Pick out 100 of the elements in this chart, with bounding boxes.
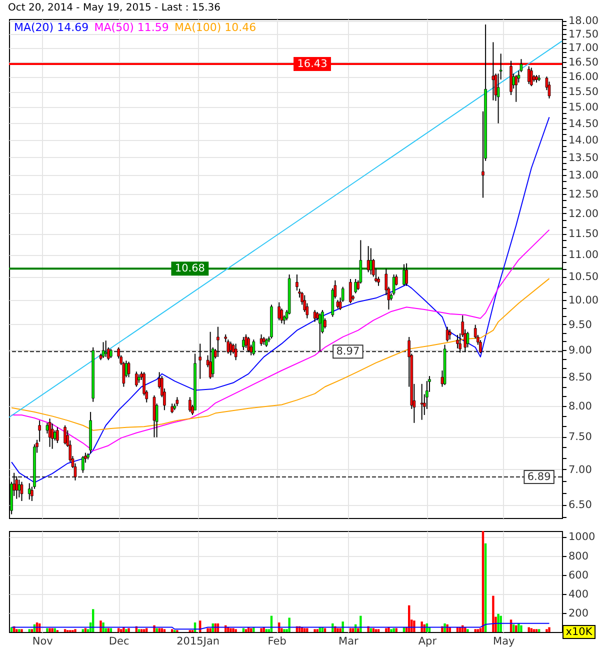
y-tick-label: 10.00	[568, 294, 599, 306]
y-tick-label: 600	[568, 569, 589, 582]
bar	[156, 628, 158, 632]
candlestick	[82, 456, 84, 474]
candlestick	[198, 343, 202, 380]
y-tick-label: 17.00	[568, 42, 599, 54]
candlestick	[20, 481, 24, 502]
y-tick-label: 17.50	[568, 28, 599, 40]
candlestick	[349, 278, 352, 304]
bar	[128, 628, 130, 632]
bar	[492, 596, 494, 632]
text: MA(20) 14.69	[14, 21, 89, 34]
candlestick	[208, 331, 212, 380]
x-tick-label: May	[493, 636, 515, 648]
y-tick-label: 18.00	[568, 15, 599, 28]
candlestick	[514, 74, 518, 102]
y-tick-label: 14.50	[568, 118, 599, 130]
y-tick-label: 7.50	[568, 431, 592, 444]
bar	[339, 628, 342, 632]
x-tick-label: Dec	[108, 636, 130, 648]
candlestick	[152, 394, 156, 438]
line-series	[11, 116, 550, 484]
bar	[230, 628, 232, 632]
bar	[528, 627, 530, 632]
y-tick-label: 13.50	[568, 152, 599, 164]
candlestick	[405, 262, 408, 286]
bar	[316, 629, 318, 632]
bar	[46, 628, 48, 632]
bar	[538, 629, 540, 632]
bar	[532, 629, 536, 632]
bar	[304, 628, 306, 632]
y-tick-label: 16.50	[568, 56, 599, 68]
bar	[142, 629, 146, 632]
bar	[518, 623, 520, 632]
bar	[160, 628, 164, 632]
candlestick	[278, 302, 281, 321]
candlestick	[229, 341, 232, 356]
bar	[117, 628, 120, 632]
text: MA(50) 11.59	[94, 21, 169, 34]
y-tick-label: 9.50	[568, 318, 592, 331]
bar	[374, 629, 378, 632]
candlestick	[252, 339, 256, 356]
bar	[476, 629, 480, 632]
bar	[232, 628, 234, 632]
annotation: 16.43	[297, 58, 328, 70]
bar	[484, 543, 487, 632]
bar	[100, 620, 102, 632]
candlestick	[216, 326, 220, 358]
bar	[306, 628, 308, 632]
bar	[420, 622, 423, 632]
candlestick	[466, 331, 470, 348]
candlestick	[492, 42, 495, 101]
bar	[512, 624, 515, 632]
y-tick-label: 8.50	[568, 372, 592, 384]
candlestick	[313, 310, 316, 322]
y-tick-label: 7.00	[568, 464, 592, 476]
bar	[324, 628, 326, 632]
bar	[16, 629, 18, 632]
y-tick-label: 200	[568, 607, 589, 620]
candlestick	[354, 278, 357, 294]
bar	[546, 629, 548, 632]
bar	[260, 628, 262, 632]
candlestick	[46, 422, 49, 434]
chart-title: Oct 20, 2014 - May 19, 2015 - Last : 15.36	[8, 2, 220, 14]
text: MA(100) 10.46	[174, 21, 256, 34]
bar	[250, 628, 252, 632]
candlestick	[234, 343, 238, 361]
bar	[342, 622, 344, 632]
bar	[283, 629, 286, 632]
bar	[466, 629, 469, 632]
y-tick-label: 13.00	[568, 170, 599, 182]
bar	[138, 629, 140, 632]
candlestick	[48, 418, 52, 448]
candlestick	[102, 342, 105, 358]
bar	[370, 628, 372, 632]
candlestick	[446, 326, 449, 342]
candlestick	[456, 334, 459, 349]
candlestick	[56, 426, 59, 444]
candlestick	[135, 371, 138, 388]
bar	[54, 628, 56, 632]
bar	[170, 629, 174, 632]
bar	[107, 628, 110, 632]
bar	[288, 618, 290, 632]
bar	[234, 629, 237, 632]
bar	[482, 531, 484, 632]
y-tick-label: 11.00	[568, 249, 599, 262]
candlestick	[244, 334, 248, 348]
bar	[158, 628, 160, 632]
bar	[74, 629, 76, 632]
y-axis-title: x10K	[566, 626, 594, 638]
candlestick	[448, 328, 452, 340]
y-tick-label: 15.00	[568, 102, 599, 114]
bar	[110, 628, 112, 632]
candlestick	[527, 66, 530, 85]
bar	[18, 629, 20, 632]
bar	[51, 628, 54, 632]
y-tick-label: 11.50	[568, 228, 599, 240]
bar	[314, 629, 316, 632]
x-tick-label: Apr	[418, 636, 438, 648]
y-tick-label: 800	[568, 550, 589, 562]
